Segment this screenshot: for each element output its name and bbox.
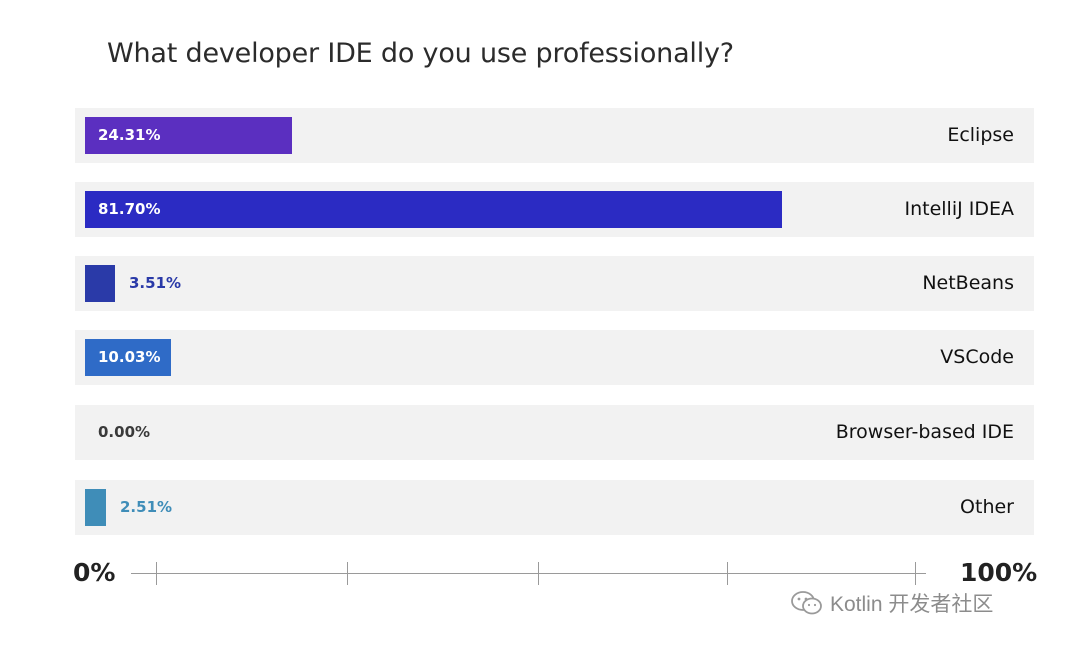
- watermark-text: Kotlin 开发者社区: [830, 593, 994, 616]
- bar: [85, 117, 292, 154]
- bar: [85, 265, 115, 302]
- bar-value-label: 2.51%: [120, 498, 173, 516]
- chart-title: What developer IDE do you use profession…: [107, 38, 734, 69]
- bar-row: 2.51% Other: [75, 480, 1034, 535]
- bar-row: 81.70% IntelliJ IDEA: [75, 182, 1034, 237]
- bar-value-label: 0.00%: [98, 423, 151, 441]
- bar-row: 24.31% Eclipse: [75, 108, 1034, 163]
- bar-row: 10.03% VSCode: [75, 330, 1034, 385]
- x-axis-max-label: 100%: [960, 558, 1038, 587]
- bar: [85, 339, 171, 376]
- category-label: IntelliJ IDEA: [904, 198, 1014, 220]
- category-label: Browser-based IDE: [835, 421, 1014, 443]
- x-axis-tick: [538, 562, 539, 585]
- x-axis-line: [131, 573, 926, 574]
- category-label: NetBeans: [922, 272, 1014, 294]
- category-label: Eclipse: [947, 124, 1014, 146]
- x-axis-tick: [347, 562, 348, 585]
- wechat-icon: [791, 591, 822, 615]
- category-label: VSCode: [940, 346, 1014, 368]
- bar: [85, 489, 106, 526]
- x-axis-tick: [156, 562, 157, 585]
- bar: [85, 191, 782, 228]
- x-axis-tick: [915, 562, 916, 585]
- bar-value-label: 10.03%: [98, 348, 161, 366]
- bar-value-label: 24.31%: [98, 126, 161, 144]
- category-label: Other: [960, 496, 1014, 518]
- bar-value-label: 81.70%: [98, 200, 161, 218]
- x-axis-tick: [727, 562, 728, 585]
- watermark: Kotlin 开发者社区: [790, 588, 993, 618]
- bar-value-label: 3.51%: [129, 274, 182, 292]
- x-axis-min-label: 0%: [73, 558, 116, 587]
- bar-row: 0.00% Browser-based IDE: [75, 405, 1034, 460]
- bar-row: 3.51% NetBeans: [75, 256, 1034, 311]
